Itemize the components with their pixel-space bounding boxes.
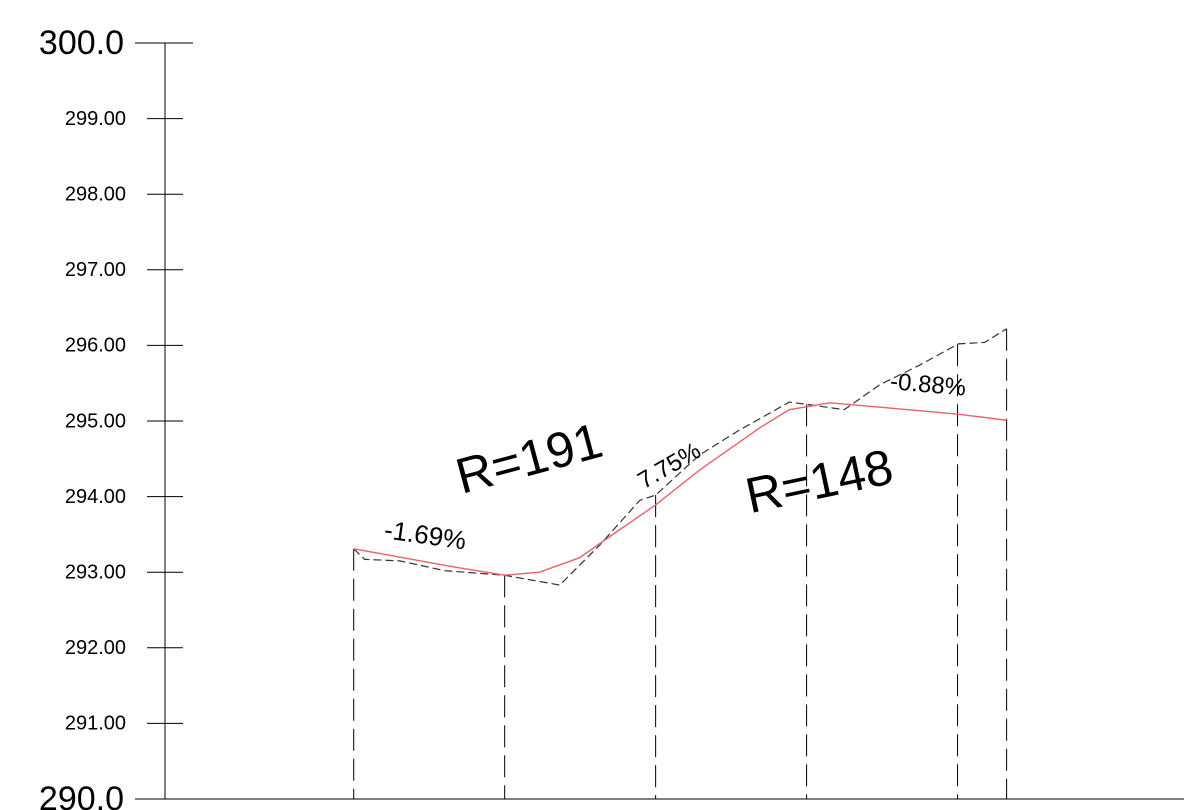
annotation: 7.75% (633, 437, 705, 494)
y-tick-label: 294.00 (65, 486, 126, 508)
design-line (353, 402, 1007, 576)
annotation: R=191 (450, 412, 608, 505)
y-tick-label: 297.00 (65, 259, 126, 281)
y-tick-label: 290.0 (39, 780, 124, 810)
y-tick-label: 300.0 (39, 24, 124, 62)
y-tick-label: 299.00 (65, 108, 126, 130)
y-tick-label: 292.00 (65, 637, 126, 659)
y-tick-label: 298.00 (65, 183, 126, 205)
ground-line (353, 328, 1007, 586)
annotation: -0.88% (889, 368, 967, 402)
y-tick-label: 296.00 (65, 335, 126, 357)
y-tick-label: 293.00 (65, 561, 126, 583)
annotation: R=148 (741, 438, 898, 524)
y-tick-label: 295.00 (65, 410, 126, 432)
annotation: -1.69% (382, 514, 468, 555)
y-tick-label: 291.00 (65, 713, 126, 735)
